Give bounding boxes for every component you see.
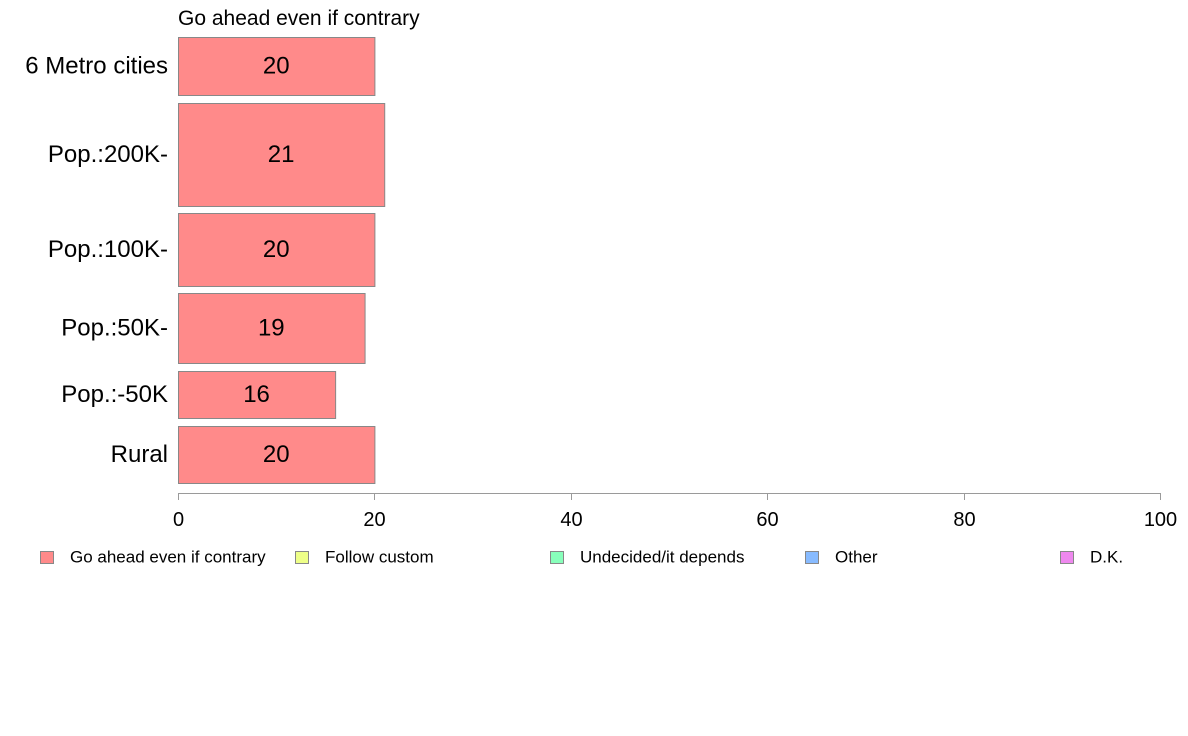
x-tick-label: 80 [953,509,975,531]
category-label: Pop.:-50K [61,381,168,408]
bar-value-label: 19 [258,315,285,342]
bar [178,213,376,287]
bar-value-label: 16 [243,381,270,408]
bar [178,103,386,207]
chart-title: Go ahead even if contrary [178,7,420,30]
x-axis: 0 20 40 60 80 100 [173,493,1177,531]
legend-label: Undecided/it depends [580,548,744,567]
legend-label: Go ahead even if contrary [70,548,266,567]
legend-swatch [805,551,819,564]
category-labels: 6 Metro cities Pop.:200K- Pop.:100K- Pop.:5… [25,53,168,469]
category-label: 6 Metro cities [25,53,168,80]
legend: Go ahead even if contrary Follow custom Un… [40,548,1123,567]
bars-group: 20 21 20 19 16 20 [178,37,386,484]
legend-label: D.K. [1090,548,1123,567]
bar [178,37,376,96]
bar [178,426,376,484]
legend-swatch [295,551,309,564]
bar-value-label: 20 [263,441,290,468]
x-tick-label: 20 [363,509,385,531]
bar-value-label: 20 [263,236,290,263]
category-label: Pop.:200K- [48,141,168,168]
x-tick-label: 40 [560,509,582,531]
category-label: Pop.:100K- [48,236,168,263]
category-label: Pop.:50K- [61,315,168,342]
legend-swatch [40,551,54,564]
x-tick-label: 60 [756,509,778,531]
bar [178,293,366,364]
legend-swatch [1060,551,1074,564]
bar-value-label: 21 [268,141,295,168]
legend-label: Follow custom [325,548,434,567]
bar-value-label: 20 [263,53,290,80]
legend-swatch [550,551,564,564]
bar [178,371,337,419]
legend-label: Other [835,548,878,567]
x-tick-label: 0 [173,509,184,531]
category-label: Rural [111,441,168,468]
x-tick-label: 100 [1144,509,1177,531]
